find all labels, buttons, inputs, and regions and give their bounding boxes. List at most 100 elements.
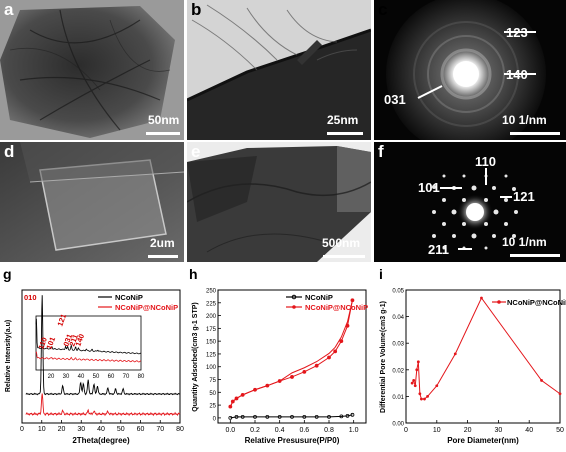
data-point (416, 360, 420, 364)
y-tick-label: 0.04 (392, 315, 404, 321)
y-tick-label: 225 (206, 301, 217, 307)
data-point (350, 298, 355, 303)
axis-ticks: 0.0 0.2 0.4 0.6 0.8 1.0 0 25 50 75 100 125 150 175 200… (206, 289, 359, 435)
series-line-ncoNip (25, 295, 181, 396)
peak-label-140: 140 (73, 333, 86, 348)
y-tick-label: 0.03 (392, 342, 404, 348)
panel-label: d (4, 142, 15, 161)
x-tick-label: 10 (433, 427, 441, 434)
panel-label: f (378, 142, 384, 161)
scale-bar (510, 254, 560, 257)
legend-label-ncoNip: NCoNiP (305, 293, 333, 302)
panel-f-saed-pattern: f 110 101 121 211 10 1/nm (374, 142, 566, 262)
panel-label: c (378, 0, 388, 19)
data-point (253, 387, 257, 392)
peak-label-121: 121 (55, 313, 68, 328)
series-line (230, 414, 353, 419)
scale-text: 25nm (327, 113, 359, 127)
data-point (435, 384, 439, 388)
y-axis-label: Differential Pore Volume(cm3 g-1) (380, 301, 387, 413)
plot-frame (405, 289, 561, 424)
y-axis-label: Relative Intensity(a.u) (5, 320, 12, 392)
axis-ticks: 0 10 20 30 40 50 0.00 0.01 0.02 0.03 0.04 0.05 (392, 289, 564, 435)
y-tick-label: 50 (209, 391, 216, 397)
y-tick-label: 75 (209, 378, 216, 384)
panel-h-isotherm-chart: h 0.0 0.2 0.4 0.6 0.8 1.0 0 25 50 75 100 125 150 175 2… (188, 266, 374, 447)
x-tick-label: 70 (156, 426, 164, 433)
y-tick-label: 175 (206, 327, 217, 333)
x-tick-label: 10 (38, 426, 46, 433)
scale-text: 10 1/nm (502, 113, 547, 127)
x-tick-label: 20 (58, 426, 66, 433)
scale-text: 2um (150, 236, 175, 250)
data-point (314, 414, 319, 419)
data-point (420, 397, 423, 401)
peak-label-211: 211 (67, 333, 80, 347)
peak-label-010: 010 (24, 293, 37, 302)
data-point (228, 404, 233, 409)
data-point (412, 379, 416, 382)
y-tick-label: 0.05 (392, 289, 404, 295)
data-point (290, 414, 294, 419)
data-point (350, 412, 355, 417)
data-point (277, 414, 282, 419)
spot-label-101: 101 (418, 180, 440, 195)
legend-label-ncoNip-at-ncoNip: NCoNiP@NCoNiP (305, 303, 368, 312)
peak-label-031: 031 (61, 333, 74, 348)
x-tick-label: 0.6 (299, 427, 309, 434)
data-point (410, 381, 414, 385)
x-tick-label: 0.2 (250, 427, 260, 434)
data-point (302, 369, 307, 374)
inset-x-tick-label: 20 (48, 374, 55, 380)
x-tick-label: 0.0 (225, 427, 235, 434)
legend-label-ncoNip-at-ncoNip: NCoNiP@NCoNiP (115, 303, 178, 312)
y-axis-label: Quantity Adsorbed(cm3 g-1 STP) (192, 302, 199, 411)
data-point (339, 414, 344, 419)
inset-series-black (35, 318, 141, 355)
x-tick-label: 0.8 (324, 427, 334, 434)
x-tick-label: 0.4 (275, 427, 285, 434)
data-point (290, 375, 294, 379)
scale-bar (323, 255, 365, 258)
inset-x-ticks: 20 30 40 50 60 70 80 (48, 374, 145, 380)
data-point (253, 414, 257, 419)
series-line-ncoNip-at-ncoNip (25, 393, 181, 417)
legend-marker-black (291, 294, 297, 300)
y-tick-label: 100 (206, 365, 217, 371)
inset-frame (35, 315, 142, 371)
panel-i-pore-size-chart: i 0 10 20 30 40 50 0.00 0.01 0.02 0.03 0.04 0.05 Po… (376, 266, 566, 447)
y-tick-label: 0 (213, 416, 217, 422)
panel-label: b (191, 0, 202, 19)
y-tick-label: 150 (206, 340, 217, 346)
series-line (229, 300, 353, 407)
panel-label: h (189, 266, 198, 282)
data-point (240, 414, 245, 419)
data-point (265, 383, 270, 388)
data-point (415, 368, 419, 372)
ring-label-123: 123 (506, 25, 528, 40)
series-line (411, 297, 561, 400)
x-tick-label: 30 (495, 427, 503, 434)
y-tick-label: 0.00 (392, 422, 404, 428)
inset-x-tick-label: 40 (78, 374, 85, 380)
peak-label-110: 110 (36, 336, 49, 350)
inset-x-tick-label: 30 (63, 374, 70, 380)
x-tick-label: 50 (117, 426, 125, 433)
y-tick-label: 0.02 (392, 368, 404, 374)
spot-label-110: 110 (475, 154, 496, 169)
series-group (410, 296, 562, 401)
y-tick-label: 0.01 (392, 395, 404, 401)
spot-label-121: 121 (513, 189, 535, 204)
x-tick-label: 40 (97, 426, 105, 433)
plot-frame (217, 289, 367, 424)
legend-marker-red (292, 305, 296, 309)
data-point (345, 413, 350, 418)
scale-text: 50nm (148, 113, 180, 127)
panel-label: i (379, 266, 383, 282)
inset-x-tick-label: 80 (138, 374, 145, 380)
inset-x-tick-label: 60 (108, 374, 115, 380)
scale-bar (510, 132, 560, 135)
data-point (230, 399, 235, 404)
ring-label-031: 031 (384, 92, 406, 107)
data-point (339, 339, 344, 344)
